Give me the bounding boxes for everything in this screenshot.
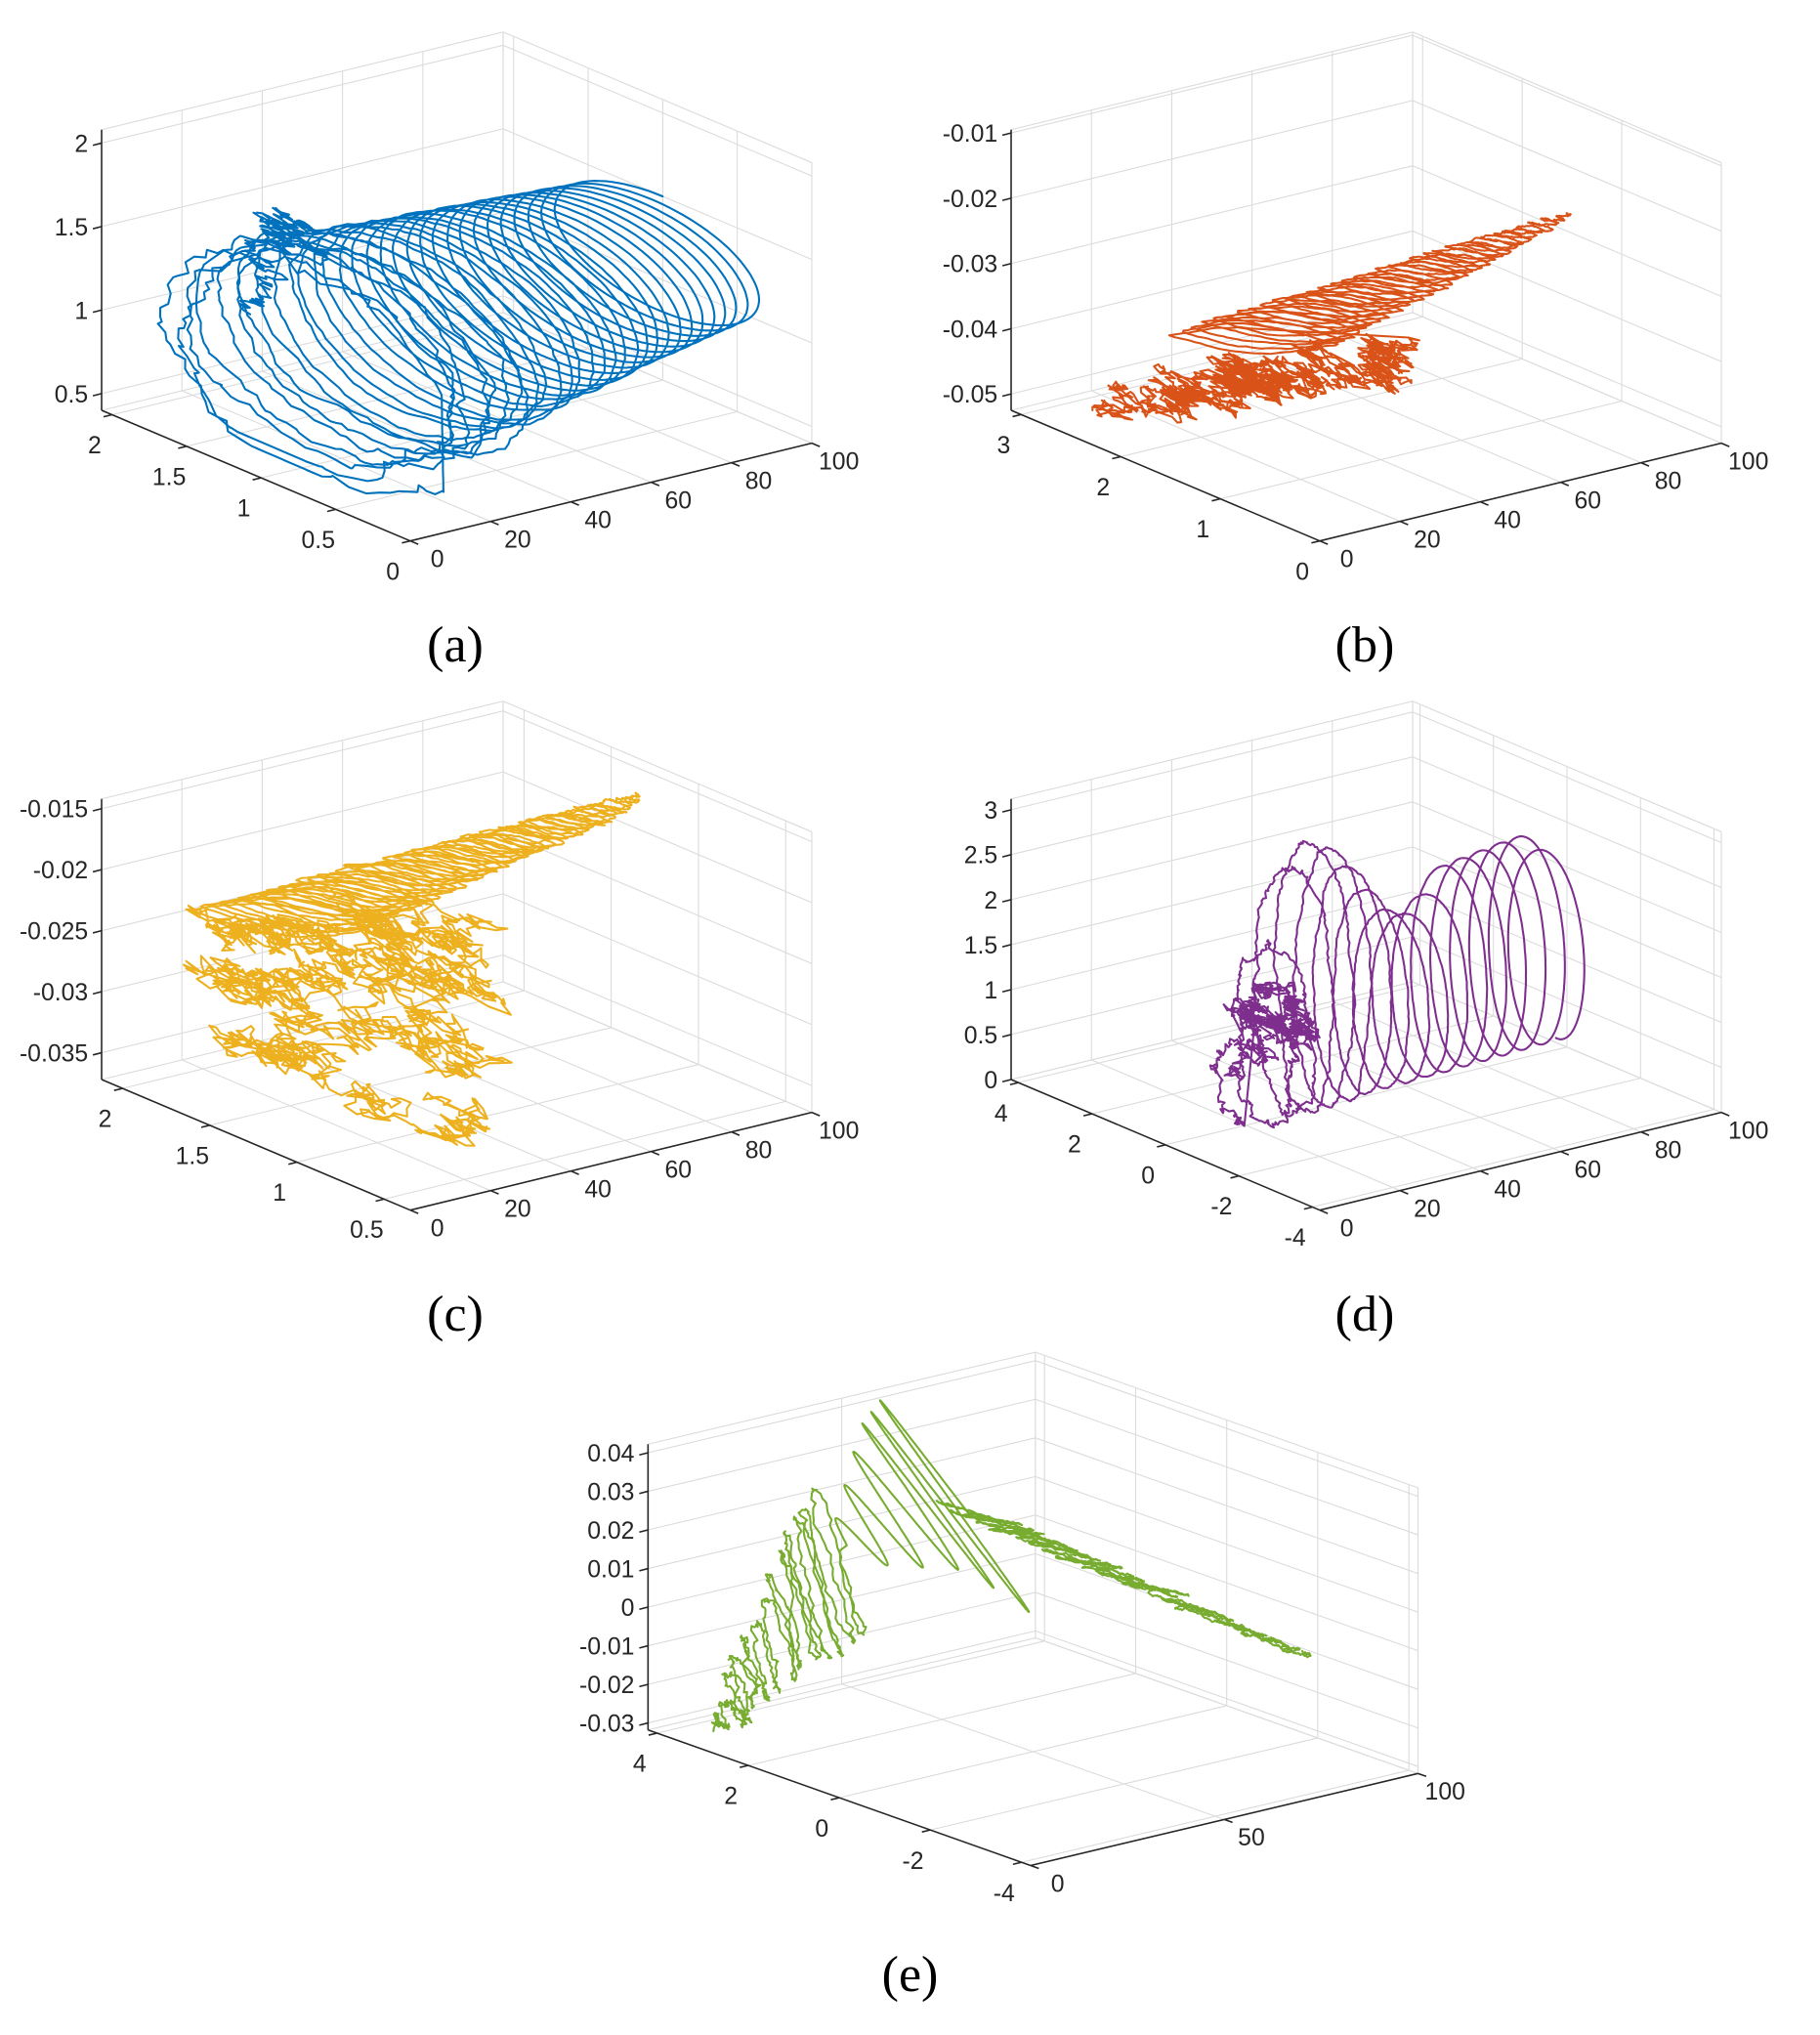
svg-text:100: 100	[819, 1119, 859, 1145]
svg-text:4: 4	[632, 1752, 646, 1778]
svg-text:1.5: 1.5	[54, 215, 87, 241]
svg-text:3: 3	[996, 433, 1010, 459]
subplot-a-caption: (a)	[427, 617, 484, 673]
svg-text:100: 100	[819, 448, 859, 475]
svg-text:2: 2	[87, 433, 101, 459]
svg-text:0: 0	[984, 1068, 997, 1094]
svg-text:0: 0	[1141, 1164, 1155, 1190]
svg-text:40: 40	[1494, 507, 1521, 533]
svg-text:-0.05: -0.05	[942, 382, 996, 408]
svg-text:-0.02: -0.02	[942, 187, 996, 213]
svg-text:2: 2	[74, 131, 88, 157]
svg-text:0: 0	[815, 1816, 828, 1843]
svg-text:-0.03: -0.03	[579, 1712, 634, 1738]
svg-text:0: 0	[386, 559, 400, 585]
svg-text:2: 2	[984, 888, 997, 914]
subplot-c: 0 20 40 60 80 100 0.5 1 1.5 2 -0.035 -0.03 -0.025 -0.…	[1, 673, 910, 1342]
svg-text:0: 0	[1295, 559, 1309, 585]
svg-text:-2: -2	[1210, 1194, 1232, 1220]
svg-text:-0.02: -0.02	[32, 858, 87, 884]
svg-text:80: 80	[1654, 1138, 1681, 1165]
svg-text:20: 20	[504, 1197, 531, 1223]
subplot-e-caption: (e)	[881, 1947, 939, 2004]
subplot-b-caption: (b)	[1334, 617, 1395, 673]
svg-text:1: 1	[74, 298, 88, 324]
svg-text:0.03: 0.03	[587, 1480, 634, 1506]
svg-text:1: 1	[273, 1180, 286, 1207]
svg-text:80: 80	[1654, 468, 1681, 494]
subplot-b: 0 20 40 60 80 100 0 1 2 3 -0.05 -0.04 -0.03 -0.02 -0.0…	[910, 4, 1820, 673]
svg-text:50: 50	[1238, 1826, 1265, 1852]
svg-text:1: 1	[984, 978, 997, 1004]
svg-text:100: 100	[1728, 448, 1768, 475]
figure-row-3: 0 50 100 -4 -2 0 2 4 -0.03 -0.02 -0.01 0 0.01 0.02 0.0…	[0, 1342, 1820, 2003]
svg-text:60: 60	[664, 1158, 692, 1184]
svg-text:-0.025: -0.025	[19, 919, 87, 946]
svg-text:0.01: 0.01	[587, 1557, 634, 1584]
plot-b-3d-trajectory-chart: 0 20 40 60 80 100 0 1 2 3-0.05 -0.04 -0.03 -0.02 -0.0…	[942, 31, 1768, 585]
svg-text:100: 100	[1728, 1119, 1768, 1145]
svg-text:0: 0	[620, 1595, 634, 1622]
svg-text:2: 2	[1096, 475, 1110, 501]
svg-text:20: 20	[1414, 527, 1441, 553]
svg-text:-0.03: -0.03	[32, 980, 87, 1006]
subplot-d: 0 20 40 60 80 100 -4 -2 0 2 4 0 0.5 1 1.5 2 2.5 3 (d)	[910, 673, 1820, 1342]
svg-text:2: 2	[98, 1107, 111, 1133]
svg-text:-0.015: -0.015	[19, 797, 87, 824]
svg-text:1.5: 1.5	[175, 1144, 208, 1170]
svg-text:40: 40	[584, 1177, 612, 1204]
svg-text:2.5: 2.5	[963, 843, 996, 869]
svg-text:1: 1	[1196, 517, 1209, 543]
svg-text:0: 0	[430, 546, 444, 572]
svg-text:1.5: 1.5	[963, 933, 996, 959]
svg-text:20: 20	[1414, 1197, 1441, 1223]
svg-text:1.5: 1.5	[151, 464, 185, 490]
svg-text:-0.035: -0.035	[19, 1041, 87, 1068]
svg-text:60: 60	[664, 488, 692, 514]
svg-text:0.5: 0.5	[301, 528, 334, 554]
figure-row-1: 0 20 40 60 80 100 0 0.5 1 1.5 2 0.5 1 1.5 2 (a) 0 20 40 6…	[0, 4, 1820, 673]
svg-text:40: 40	[584, 507, 612, 533]
svg-text:60: 60	[1574, 1158, 1601, 1184]
svg-text:60: 60	[1574, 488, 1601, 514]
svg-text:-0.01: -0.01	[579, 1634, 634, 1661]
svg-text:0.5: 0.5	[54, 382, 87, 408]
svg-text:0.02: 0.02	[587, 1518, 634, 1545]
svg-text:40: 40	[1494, 1177, 1521, 1204]
svg-text:0.5: 0.5	[350, 1217, 383, 1244]
svg-text:0: 0	[430, 1216, 444, 1243]
svg-text:-4: -4	[1284, 1225, 1305, 1251]
plot-c-3d-trajectory-chart: 0 20 40 60 80 100 0.5 1 1.5 2 -0.035 -0.03 -0.025 -0.…	[19, 700, 859, 1244]
subplot-c-caption: (c)	[427, 1287, 484, 1343]
svg-text:3: 3	[984, 798, 997, 825]
figure-row-2: 0 20 40 60 80 100 0.5 1 1.5 2 -0.035 -0.03 -0.025 -0.…	[0, 673, 1820, 1342]
svg-text:0: 0	[1339, 546, 1353, 572]
svg-text:-0.04: -0.04	[942, 317, 997, 343]
subplot-d-caption: (d)	[1334, 1287, 1395, 1343]
svg-text:0.04: 0.04	[587, 1441, 634, 1467]
plot-e-3d-trajectory-chart: 0 50 100 -4 -2 0 2 4 -0.03 -0.02 -0.01 0 0.01 0.02 0.0…	[579, 1351, 1464, 1907]
svg-text:2: 2	[1067, 1132, 1080, 1159]
svg-text:-2: -2	[902, 1848, 923, 1875]
svg-text:-0.03: -0.03	[942, 252, 996, 278]
svg-text:20: 20	[504, 527, 531, 553]
svg-text:1: 1	[236, 496, 250, 523]
svg-text:2: 2	[724, 1784, 738, 1810]
svg-text:80: 80	[744, 1138, 772, 1165]
svg-text:-4: -4	[993, 1881, 1014, 1907]
svg-text:-0.01: -0.01	[942, 121, 996, 148]
svg-text:4: 4	[994, 1101, 1007, 1127]
svg-text:0.5: 0.5	[963, 1023, 996, 1049]
svg-text:-0.02: -0.02	[579, 1673, 634, 1699]
svg-text:0: 0	[1050, 1872, 1064, 1898]
subplot-e: 0 50 100 -4 -2 0 2 4 -0.03 -0.02 -0.01 0 0.01 0.02 0.0…	[0, 1342, 1820, 2003]
svg-text:100: 100	[1424, 1779, 1464, 1805]
svg-text:80: 80	[744, 468, 772, 494]
subplot-a: 0 20 40 60 80 100 0 0.5 1 1.5 2 0.5 1 1.5 2 (a)	[1, 4, 910, 673]
svg-text:0: 0	[1339, 1216, 1353, 1243]
